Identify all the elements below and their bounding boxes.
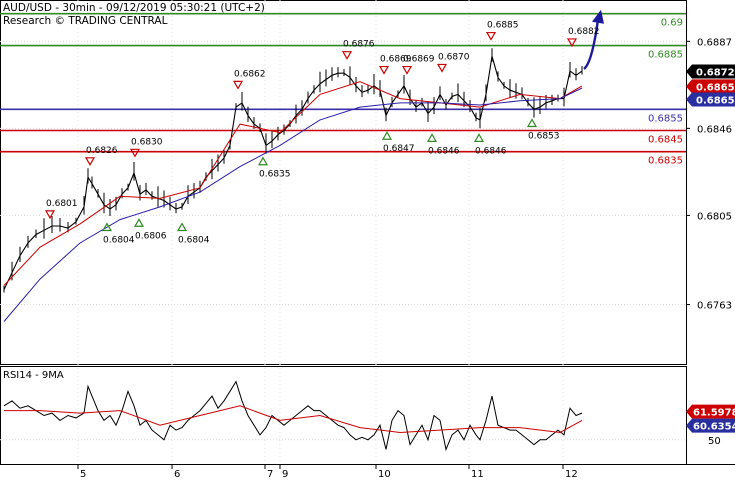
level-label: 0.6835 xyxy=(648,156,683,167)
current-price-label-bg xyxy=(686,92,735,107)
price-y-tick-label: 0.6805 xyxy=(697,211,732,222)
x-tick-label: 11 xyxy=(471,469,484,480)
high-marker-icon xyxy=(129,148,141,158)
chart-source: Research © TRADING CENTRAL xyxy=(3,15,168,27)
low-marker-icon xyxy=(526,118,538,128)
x-tick-label: 5 xyxy=(80,469,86,480)
rsi-title: RSI14 - 9MA xyxy=(3,370,64,381)
rsi-series-group xyxy=(3,380,583,452)
level-label: 0.6855 xyxy=(648,113,683,124)
high-annotation-label: 0.6862 xyxy=(234,69,266,79)
high-marker-icon xyxy=(44,210,56,220)
price-series-group xyxy=(3,9,604,322)
high-annotation-label: 0.6870 xyxy=(438,52,470,62)
forecast-arrow-shaft xyxy=(583,19,600,70)
high-annotation-label: 0.6826 xyxy=(86,146,118,156)
low-marker-icon xyxy=(176,222,188,232)
ma-fast-line xyxy=(3,81,583,286)
rsi-value-label-bg xyxy=(686,404,735,419)
high-marker-icon xyxy=(566,38,578,48)
low-annotation-label: 0.6804 xyxy=(178,236,210,246)
forecast-arrow-head xyxy=(592,9,604,24)
high-marker-icon xyxy=(232,80,244,90)
high-marker-icon xyxy=(401,65,413,75)
low-annotation-label: 0.6804 xyxy=(103,236,135,246)
x-tick-label: 6 xyxy=(174,469,180,480)
rsi-panel-frame xyxy=(0,366,687,465)
high-marker-icon xyxy=(84,157,96,167)
low-annotation-label: 0.6853 xyxy=(528,132,560,142)
rsi-line xyxy=(3,380,583,452)
low-annotation-label: 0.6835 xyxy=(259,170,291,180)
rsi-value-label-bg xyxy=(686,418,735,433)
price-y-tick-label: 0.6887 xyxy=(697,37,732,48)
high-annotation-label: 0.6876 xyxy=(343,40,375,50)
high-annotation-label: 0.6882 xyxy=(568,27,600,37)
price-y-axis: 0.6887 0.6846 0.6805 0.6763 xyxy=(686,37,732,312)
current-price-label: 0.68658 xyxy=(696,82,735,93)
x-tick-label: 7 xyxy=(267,469,273,480)
level-label: 0.6885 xyxy=(648,50,683,61)
price-panel-frame xyxy=(0,0,687,365)
high-marker-icon xyxy=(436,63,448,73)
high-annotation-label: 0.6869 xyxy=(403,55,435,65)
rsi-ma-line xyxy=(4,405,583,434)
low-marker-icon xyxy=(101,222,113,232)
low-annotation-label: 0.6847 xyxy=(383,144,415,154)
rsi-y-axis: 50 xyxy=(708,436,721,447)
price-close-line xyxy=(3,56,583,290)
x-axis: 5 6 7 9 10 11 12 xyxy=(77,464,578,480)
low-annotation-label: 0.6846 xyxy=(475,146,507,156)
current-price-label: 0.68728 xyxy=(696,67,735,78)
low-marker-icon xyxy=(257,156,269,166)
low-marker-icon xyxy=(381,131,393,140)
high-annotation-label: 0.6869 xyxy=(380,55,412,65)
high-annotation-label: 0.6885 xyxy=(487,21,519,31)
current-price-label-bg xyxy=(686,64,735,79)
ma-slow-line xyxy=(3,87,583,322)
rsi-value-label: 60.6354 xyxy=(693,422,735,433)
low-marker-icon xyxy=(473,133,485,142)
level-label: 0.69 xyxy=(661,18,683,29)
current-price-label-bg xyxy=(686,79,735,94)
high-annotation-label: 0.6801 xyxy=(46,199,78,209)
x-tick-label: 12 xyxy=(565,469,578,480)
low-marker-icon xyxy=(133,218,145,227)
right-price-labels: 0.68728 0.68658 0.68653 61.5978 60.6354 xyxy=(686,64,735,433)
rsi-y-tick-label: 50 xyxy=(708,436,721,447)
price-grid xyxy=(0,0,686,464)
low-annotation-label: 0.6846 xyxy=(428,146,460,156)
high-marker-icon xyxy=(485,31,497,41)
x-tick-label: 10 xyxy=(378,469,391,480)
high-marker-icon xyxy=(341,51,353,60)
x-tick-label: 9 xyxy=(282,469,288,480)
level-label: 0.6845 xyxy=(648,134,683,145)
chart-title: AUD/USD - 30min - 09/12/2019 05:30:21 (U… xyxy=(3,2,265,14)
price-y-tick-label: 0.6763 xyxy=(697,301,732,312)
high-annotation-label: 0.6830 xyxy=(131,137,163,147)
current-price-label: 0.68653 xyxy=(696,95,735,106)
low-annotation-label: 0.6806 xyxy=(135,231,167,241)
low-marker-icon xyxy=(426,133,438,142)
rsi-value-label: 61.5978 xyxy=(693,408,735,419)
high-marker-icon xyxy=(378,65,390,75)
price-y-tick-label: 0.6846 xyxy=(697,124,732,135)
